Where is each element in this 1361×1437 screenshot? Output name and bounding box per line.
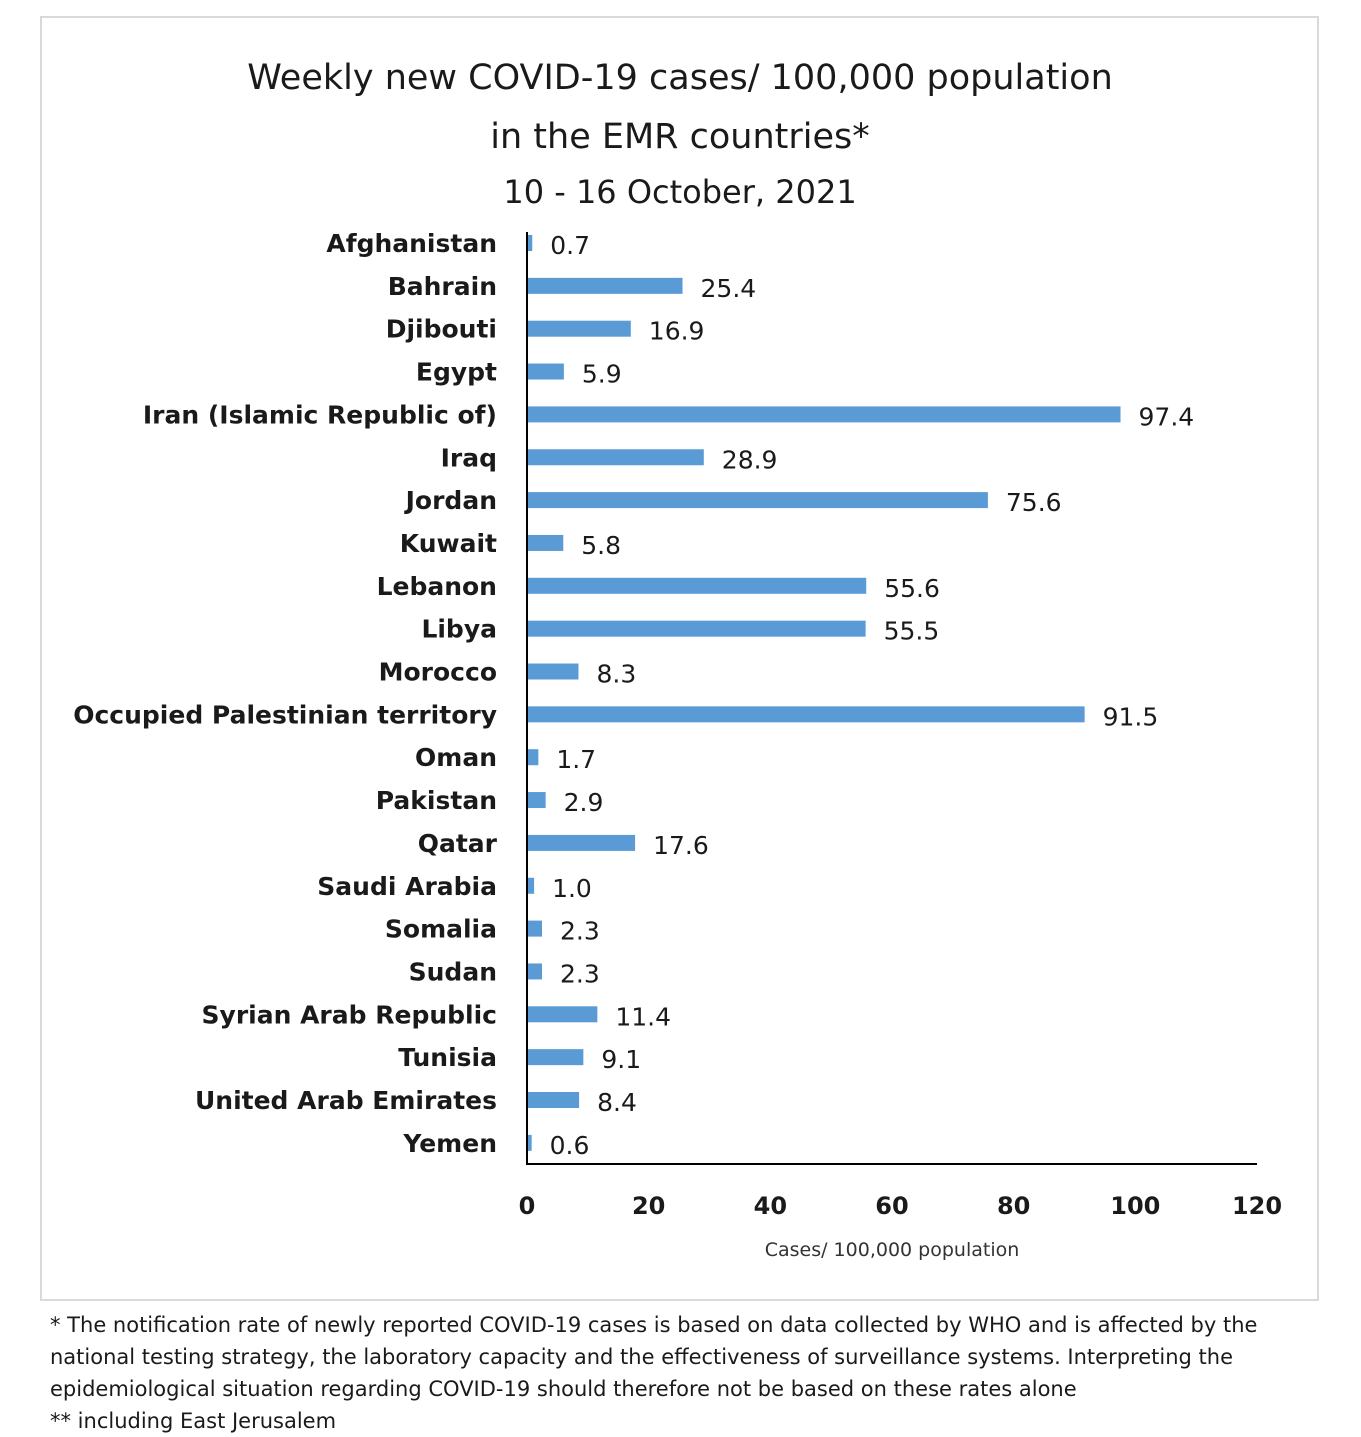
data-label: 25.4 (701, 274, 757, 303)
x-tick-label: 40 (754, 1192, 787, 1220)
data-label: 5.8 (581, 531, 621, 560)
category-label: Iran (Islamic Republic of) (143, 400, 497, 429)
category-label: Tunisia (398, 1043, 497, 1072)
data-label: 0.6 (550, 1131, 590, 1160)
bar (528, 1006, 598, 1023)
footnote: * The notification rate of newly reporte… (50, 1309, 1340, 1437)
category-label: Oman (415, 743, 497, 772)
bar (528, 920, 542, 937)
bar (528, 749, 539, 766)
category-label: Afghanistan (326, 229, 497, 258)
chart-title-line2: in the EMR countries* (490, 117, 869, 157)
axis-group: 0 20 40 60 80 100 120 (519, 232, 1282, 1220)
bar (528, 792, 546, 809)
data-label: 55.5 (884, 617, 940, 646)
data-label: 0.7 (550, 231, 590, 260)
bar (528, 363, 564, 380)
bar (528, 277, 683, 294)
data-label: 17.6 (653, 831, 709, 860)
chart-title: Weekly new COVID-19 cases/ 100,000 popul… (247, 58, 1113, 98)
x-tick-label: 0 (519, 1192, 536, 1220)
bar (528, 706, 1085, 723)
x-tick-label: 60 (875, 1192, 908, 1220)
x-tick-label: 100 (1110, 1192, 1160, 1220)
bar-chart: Weekly new COVID-19 cases/ 100,000 popul… (73, 58, 1282, 1261)
data-label: 1.0 (552, 874, 592, 903)
bar (528, 449, 704, 466)
category-label: United Arab Emirates (195, 1086, 497, 1115)
category-label: Jordan (404, 486, 497, 515)
category-label: Lebanon (377, 572, 497, 601)
data-label: 2.9 (564, 788, 604, 817)
footnote-line: * The notification rate of newly reporte… (50, 1313, 1258, 1337)
bar (528, 1092, 580, 1108)
category-label: Yemen (402, 1129, 497, 1158)
category-label: Occupied Palestinian territory (73, 700, 497, 729)
x-tick-label: 20 (632, 1192, 665, 1220)
category-label: Egypt (416, 358, 497, 387)
data-label: 75.6 (1006, 488, 1062, 517)
category-label: Iraq (441, 443, 497, 472)
bar (528, 877, 535, 894)
bar (528, 963, 542, 980)
chart-subtitle: 10 - 16 October, 2021 (503, 173, 856, 211)
data-label: 55.6 (884, 574, 940, 603)
bar (528, 1049, 584, 1066)
x-tick-label: 80 (997, 1192, 1030, 1220)
data-label: 1.7 (556, 745, 596, 774)
footnote-line: national testing strategy, the laborator… (50, 1345, 1233, 1369)
category-label: Qatar (418, 829, 498, 858)
x-axis-title: Cases/ 100,000 population (765, 1239, 1020, 1261)
footnote-line: ** including East Jerusalem (50, 1409, 337, 1433)
data-label: 11.4 (615, 1002, 671, 1031)
data-label: 28.9 (722, 445, 778, 474)
bar (528, 1134, 532, 1151)
data-label: 2.3 (560, 959, 600, 988)
bar (528, 663, 579, 680)
data-label: 5.9 (582, 360, 622, 389)
category-label: Pakistan (376, 786, 497, 815)
bar (528, 235, 533, 251)
x-tick-label: 120 (1232, 1192, 1282, 1220)
bar (528, 492, 988, 509)
data-label: 16.9 (649, 317, 705, 346)
category-label: Syrian Arab Republic (202, 1000, 497, 1029)
bar (528, 577, 867, 594)
bar (528, 620, 866, 637)
chart-frame (40, 16, 1319, 1301)
data-label: 2.3 (560, 917, 600, 946)
footnote-line: epidemiological situation regarding COVI… (50, 1377, 1077, 1401)
bars-group: Afghanistan 0.7 Bahrain 25.4 Djibouti 16.9 Egy… (73, 229, 1194, 1160)
category-label: Bahrain (388, 272, 497, 301)
category-label: Saudi Arabia (317, 872, 497, 901)
bar (528, 534, 564, 551)
bar (528, 320, 631, 337)
category-label: Somalia (385, 915, 497, 944)
category-label: Kuwait (400, 529, 497, 558)
data-label: 97.4 (1139, 402, 1195, 431)
data-label: 91.5 (1103, 702, 1159, 731)
category-label: Djibouti (386, 315, 497, 344)
bar (528, 406, 1121, 423)
data-label: 8.3 (596, 660, 636, 689)
category-label: Libya (421, 615, 497, 644)
category-label: Sudan (409, 957, 497, 986)
data-label: 8.4 (597, 1088, 637, 1117)
bar (528, 834, 636, 851)
category-label: Morocco (379, 658, 497, 687)
data-label: 9.1 (601, 1045, 641, 1074)
